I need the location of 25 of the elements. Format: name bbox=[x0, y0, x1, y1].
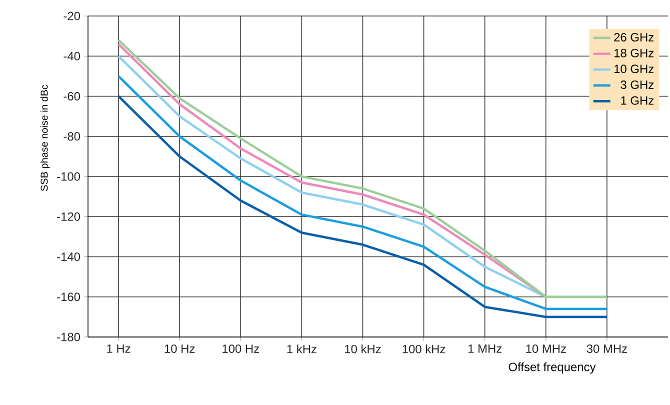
legend-label: 1 GHz bbox=[621, 96, 654, 105]
y-tick-label: -160 bbox=[57, 292, 80, 302]
y-tick-label: -140 bbox=[57, 252, 80, 261]
legend-label: 18 GHz bbox=[614, 48, 654, 58]
x-tick-label: 10 MHz bbox=[526, 344, 566, 353]
y-tick-label: -180 bbox=[57, 332, 80, 342]
y-tick-label: -120 bbox=[57, 212, 80, 221]
y-tick-label: -100 bbox=[57, 172, 80, 181]
y-tick-label: -60 bbox=[64, 92, 80, 100]
legend-label: 3 GHz bbox=[620, 80, 654, 89]
legend-label: 26 GHz bbox=[614, 33, 654, 42]
legend-label: 10 GHz bbox=[614, 64, 654, 74]
y-tick-label: -20 bbox=[64, 12, 80, 20]
x-tick-label: 10 kHz bbox=[345, 344, 381, 354]
x-tick-label: 100 Hz bbox=[222, 344, 259, 353]
x-tick-label: 1 kHz bbox=[287, 344, 316, 354]
x-tick-label: 1 Hz bbox=[107, 344, 130, 353]
x-axis-title: Offset frequency bbox=[508, 362, 596, 374]
y-tick-label: -80 bbox=[64, 132, 80, 141]
x-tick-label: 30 MHz bbox=[586, 344, 627, 353]
y-tick-label: -40 bbox=[64, 52, 80, 60]
y-axis-title: SSB phase noise in dBc bbox=[40, 84, 50, 191]
x-tick-label: 100 kHz bbox=[402, 344, 446, 354]
x-tick-label: 10 Hz bbox=[164, 344, 195, 353]
x-tick-label: 1 MHz bbox=[468, 344, 502, 353]
